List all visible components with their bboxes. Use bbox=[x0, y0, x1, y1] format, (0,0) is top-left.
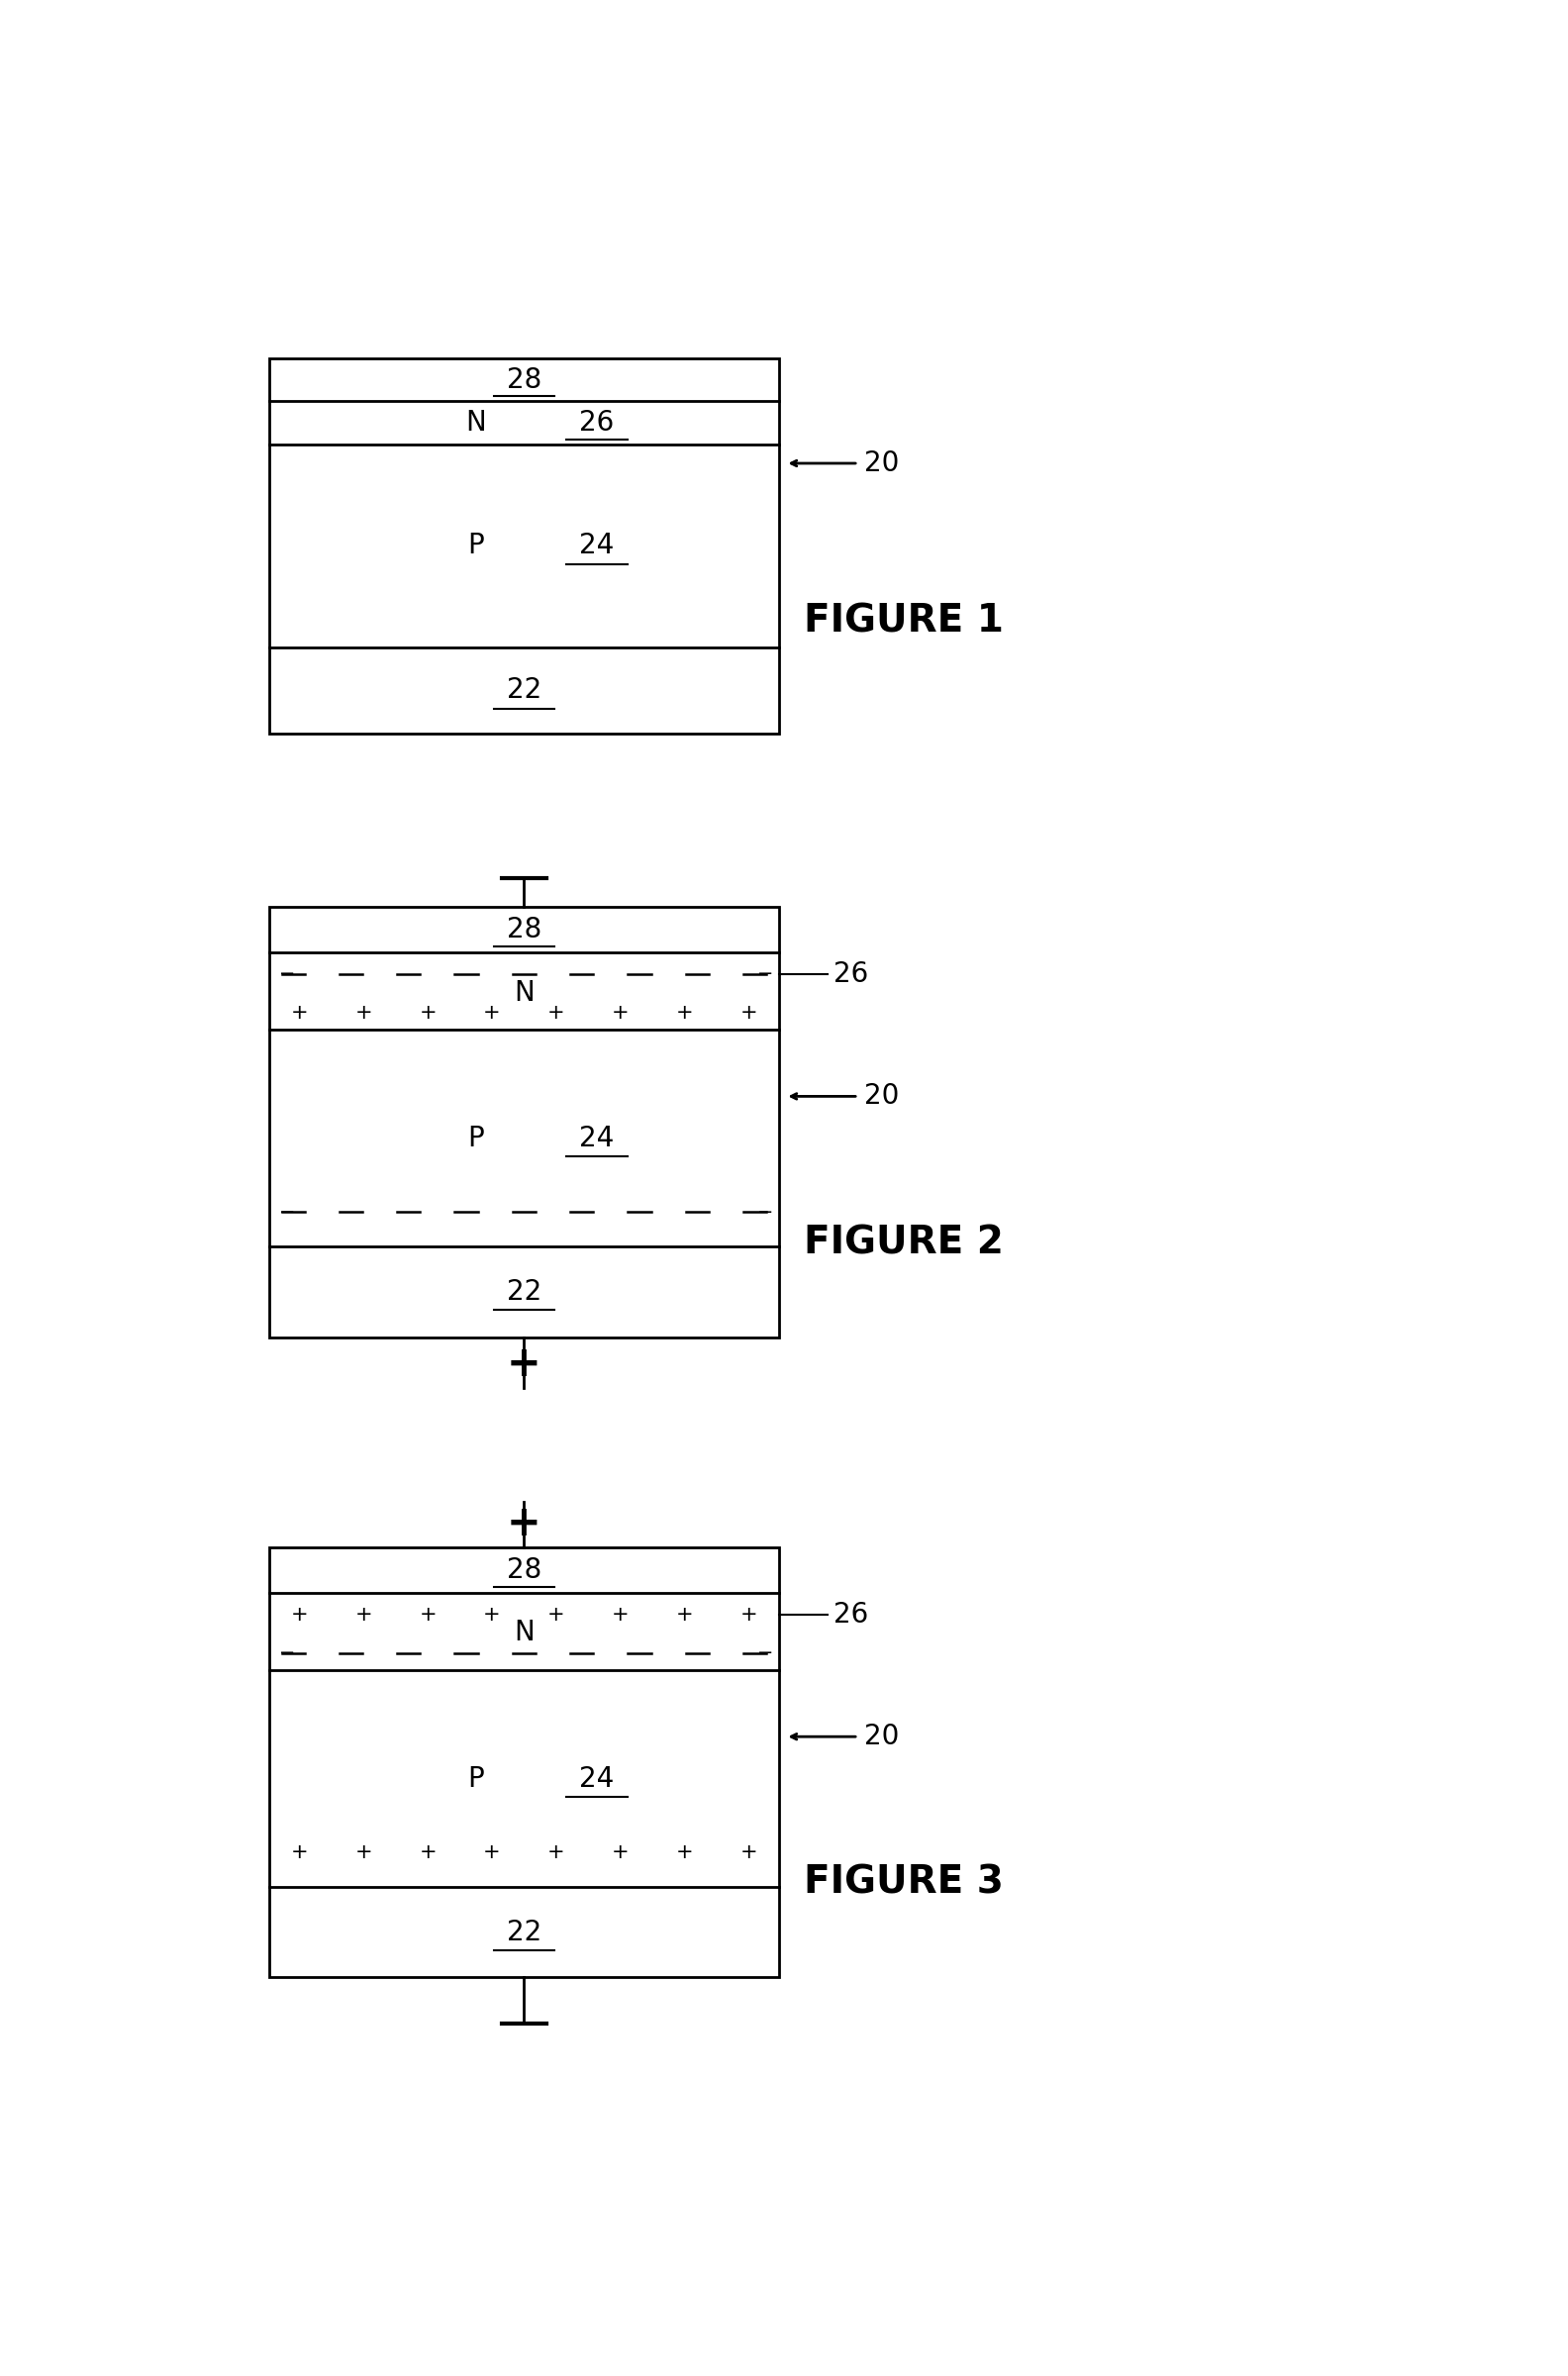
Text: 28: 28 bbox=[506, 915, 541, 943]
Text: −: − bbox=[757, 1202, 773, 1221]
Text: 20: 20 bbox=[864, 1083, 900, 1110]
Bar bbox=[270, 908, 779, 1338]
Text: +: + bbox=[740, 1604, 757, 1625]
Text: +: + bbox=[354, 1604, 372, 1625]
Text: +: + bbox=[740, 1841, 757, 1863]
Text: +: + bbox=[547, 1003, 564, 1022]
Text: N: N bbox=[514, 979, 535, 1007]
Text: +: + bbox=[290, 1841, 307, 1863]
Text: +: + bbox=[547, 1604, 564, 1625]
Text: FIGURE 1: FIGURE 1 bbox=[804, 601, 1004, 639]
Text: +: + bbox=[290, 1003, 307, 1022]
Text: 24: 24 bbox=[580, 1765, 615, 1792]
Text: +: + bbox=[612, 1841, 629, 1863]
Text: 28: 28 bbox=[506, 366, 541, 394]
Text: +: + bbox=[483, 1003, 500, 1022]
Text: +: + bbox=[483, 1604, 500, 1625]
Text: +: + bbox=[506, 1504, 541, 1544]
Text: 22: 22 bbox=[506, 677, 541, 703]
Text: −: − bbox=[279, 1644, 295, 1663]
Text: +: + bbox=[547, 1841, 564, 1863]
Text: 26: 26 bbox=[834, 960, 869, 988]
Text: 26: 26 bbox=[834, 1601, 869, 1628]
Text: −: − bbox=[757, 1644, 773, 1663]
Text: 28: 28 bbox=[506, 1556, 541, 1585]
Text: +: + bbox=[419, 1604, 436, 1625]
Text: +: + bbox=[290, 1604, 307, 1625]
Text: −: − bbox=[279, 965, 295, 984]
Text: +: + bbox=[419, 1003, 436, 1022]
Text: 20: 20 bbox=[864, 449, 900, 478]
Text: FIGURE 2: FIGURE 2 bbox=[804, 1224, 1004, 1262]
Text: +: + bbox=[354, 1841, 372, 1863]
Bar bbox=[270, 359, 779, 734]
Bar bbox=[270, 1547, 779, 1977]
Text: −: − bbox=[279, 1202, 295, 1221]
Text: N: N bbox=[466, 409, 486, 437]
Text: +: + bbox=[419, 1841, 436, 1863]
Text: +: + bbox=[612, 1003, 629, 1022]
Text: 26: 26 bbox=[580, 409, 615, 437]
Text: −: − bbox=[757, 965, 773, 984]
Text: +: + bbox=[676, 1604, 693, 1625]
Text: N: N bbox=[514, 1618, 535, 1647]
Text: +: + bbox=[506, 1345, 541, 1385]
Text: 24: 24 bbox=[580, 532, 615, 561]
Text: +: + bbox=[483, 1841, 500, 1863]
Text: 24: 24 bbox=[580, 1124, 615, 1152]
Text: 22: 22 bbox=[506, 1917, 541, 1946]
Text: +: + bbox=[676, 1841, 693, 1863]
Text: +: + bbox=[740, 1003, 757, 1022]
Text: FIGURE 3: FIGURE 3 bbox=[804, 1865, 1004, 1901]
Text: 20: 20 bbox=[864, 1723, 900, 1751]
Text: +: + bbox=[612, 1604, 629, 1625]
Text: 22: 22 bbox=[506, 1278, 541, 1307]
Text: +: + bbox=[354, 1003, 372, 1022]
Text: P: P bbox=[467, 532, 485, 561]
Text: +: + bbox=[676, 1003, 693, 1022]
Text: P: P bbox=[467, 1765, 485, 1792]
Text: P: P bbox=[467, 1124, 485, 1152]
